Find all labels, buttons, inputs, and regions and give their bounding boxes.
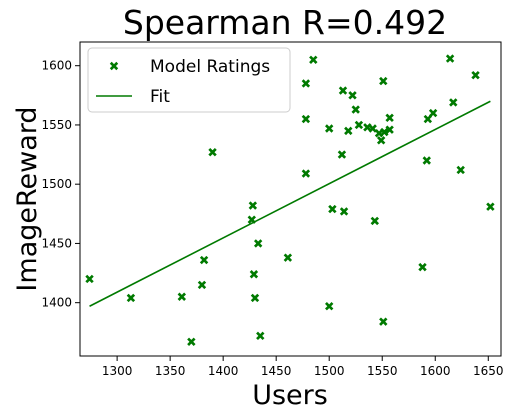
data-point: [423, 114, 433, 124]
data-point: [486, 202, 495, 211]
data-point: [250, 293, 260, 303]
x-tick-label: 1550: [367, 364, 398, 378]
x-axis: 1300 1350 1400 1450 1500 1550 1600 1650: [102, 356, 504, 378]
data-point: [339, 207, 349, 216]
x-axis-label: Users: [252, 380, 328, 411]
data-point: [187, 337, 196, 346]
x-tick-label: 1650: [473, 364, 504, 378]
data-point: [325, 124, 334, 133]
data-point: [422, 156, 431, 165]
x-tick-label: 1450: [261, 364, 292, 378]
y-tick-label: 1450: [41, 236, 72, 250]
data-point: [301, 169, 311, 178]
data-point: [428, 108, 438, 118]
y-tick-label: 1400: [41, 296, 72, 310]
data-point: [348, 91, 357, 100]
data-point: [354, 120, 364, 130]
data-point: [380, 127, 389, 137]
legend-label-fit: Fit: [150, 87, 170, 107]
fit-line: [89, 100, 491, 307]
scatter-points: [85, 54, 495, 346]
data-point: [249, 270, 259, 279]
legend-marker-model-ratings: [109, 61, 119, 71]
data-point: [301, 114, 311, 124]
data-point: [248, 201, 258, 210]
data-point: [126, 293, 136, 303]
data-point: [177, 292, 187, 301]
legend-x-marker: [109, 61, 119, 71]
data-point: [338, 86, 348, 95]
data-point: [376, 136, 386, 145]
y-axis: 1400 1450 1500 1550 1600: [41, 59, 80, 310]
y-tick-label: 1500: [41, 177, 72, 191]
data-point: [471, 70, 480, 80]
data-point: [379, 317, 388, 326]
data-point: [351, 105, 360, 114]
data-point: [325, 302, 334, 311]
legend: Model Ratings Fit: [87, 47, 291, 113]
data-point: [283, 253, 293, 262]
x-tick-label: 1500: [314, 364, 345, 378]
plot-area: 1300 1350 1400 1450 1500 1550 1600 1650 1400 145…: [41, 41, 504, 378]
data-point: [208, 147, 217, 157]
fit-layer: [89, 100, 491, 307]
data-point: [445, 54, 455, 63]
data-point: [379, 76, 388, 86]
x-tick-label: 1400: [208, 364, 239, 378]
x-tick-label: 1350: [155, 364, 186, 378]
plot-frame: [79, 41, 502, 357]
data-point: [328, 204, 337, 214]
data-point: [85, 274, 94, 284]
data-point: [344, 126, 353, 136]
x-tick-label: 1300: [102, 364, 133, 378]
data-point: [385, 113, 394, 123]
data-point: [337, 150, 347, 159]
y-tick-label: 1600: [41, 59, 72, 73]
data-point: [256, 331, 265, 341]
data-point: [253, 239, 263, 248]
data-point: [385, 125, 394, 134]
data-point: [368, 124, 377, 133]
data-point: [309, 55, 318, 64]
data-point: [456, 165, 465, 175]
data-point: [449, 98, 458, 107]
legend-label-model-ratings: Model Ratings: [150, 57, 270, 77]
y-axis-label: ImageReward: [12, 106, 43, 291]
x-tick-label: 1600: [420, 364, 451, 378]
data-point: [370, 216, 380, 226]
legend-box: [87, 47, 291, 113]
chart-title: Spearman R=0.492: [123, 3, 447, 42]
data-point: [418, 262, 427, 272]
data-point: [199, 255, 209, 265]
data-point: [301, 79, 311, 88]
data-point: [197, 280, 207, 290]
data-point: [247, 215, 256, 224]
y-tick-label: 1550: [41, 118, 72, 132]
